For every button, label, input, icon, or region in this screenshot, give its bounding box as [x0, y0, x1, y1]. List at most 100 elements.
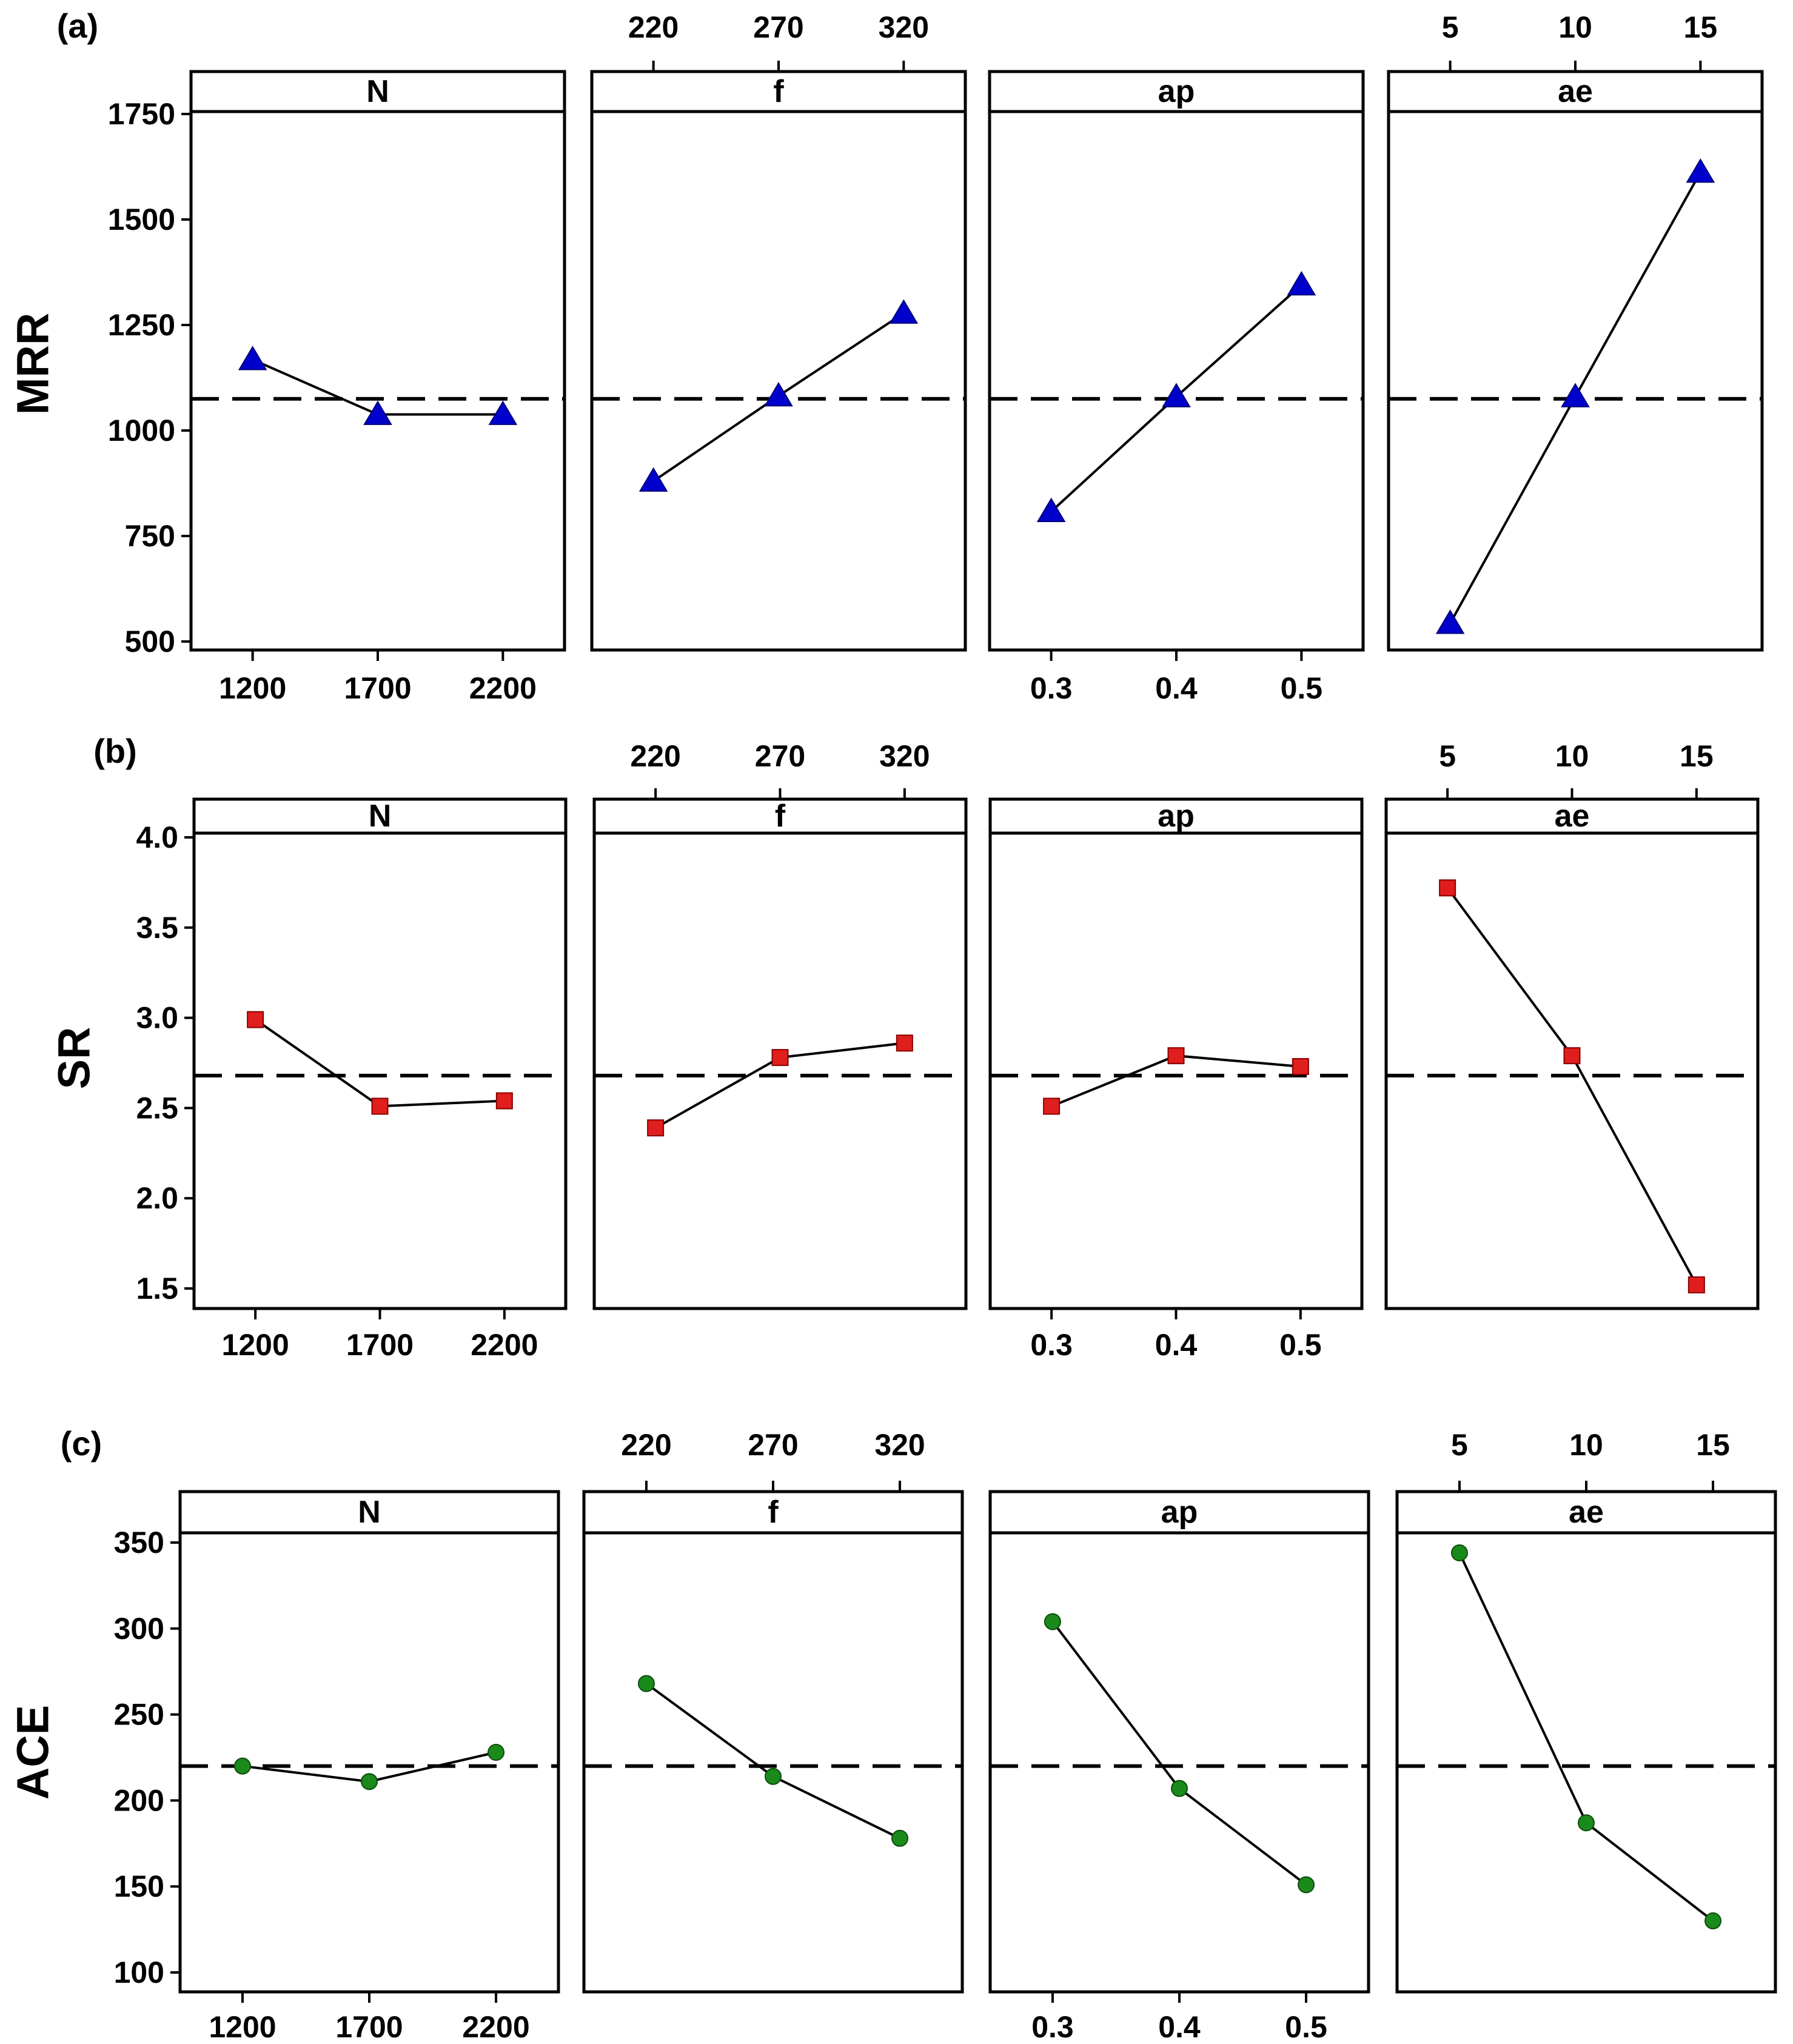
data-point — [1036, 497, 1066, 523]
x-tick-label: 320 — [879, 10, 929, 44]
panel-tag: (b) — [93, 732, 137, 770]
data-point — [247, 1011, 264, 1028]
x-tick-label: 10 — [1558, 10, 1592, 44]
x-tick-label: 320 — [879, 739, 930, 773]
facet-strip-label: f — [768, 1495, 779, 1530]
x-tick-label: 220 — [628, 10, 679, 44]
x-tick-label: 0.4 — [1158, 2010, 1201, 2044]
y-tick-label: 2.5 — [136, 1091, 178, 1125]
data-point — [1292, 1057, 1309, 1075]
data-point — [361, 1773, 378, 1791]
x-tick-label: 5 — [1442, 10, 1459, 44]
x-tick-label: 270 — [748, 1428, 798, 1462]
y-tick-label: 3.0 — [136, 1001, 178, 1035]
y-tick-label: 500 — [125, 625, 175, 658]
x-tick-label: 5 — [1451, 1428, 1468, 1462]
facet-frame — [988, 70, 1365, 652]
x-tick-label: 220 — [621, 1428, 671, 1462]
facet-strip-label: f — [775, 799, 786, 834]
x-tick-label: 1200 — [219, 671, 286, 705]
x-tick-label: 15 — [1684, 10, 1718, 44]
data-point — [1578, 1814, 1595, 1832]
y-tick-label: 4.0 — [136, 820, 178, 854]
y-axis-label: ACE — [8, 1705, 58, 1800]
chart-panel-c: (c) ACE 100 150 200 250 300 350 N 1200 1700 2200 f 22… — [8, 1424, 1777, 2044]
facet-strip-label: ae — [1558, 74, 1593, 109]
facet-ae: ae 5 10 15 — [1395, 1428, 1777, 1994]
x-tick-label: 270 — [755, 739, 805, 773]
data-point — [1686, 158, 1715, 183]
x-tick-label: 1700 — [344, 671, 411, 705]
facet-N: N 1200 1700 2200 — [189, 70, 566, 705]
facet-strip-label: ae — [1555, 799, 1590, 834]
facet-f: f 220 270 320 — [590, 10, 967, 652]
facet-N: N 1200 1700 2200 — [192, 797, 568, 1362]
y-tick-label: 100 — [114, 1955, 164, 1989]
data-point — [1439, 879, 1456, 897]
facet-strip-label: ap — [1161, 1495, 1198, 1530]
y-tick-label: 3.5 — [136, 911, 178, 945]
data-point — [1171, 1780, 1188, 1797]
x-tick-label: 0.3 — [1030, 671, 1073, 705]
x-tick-label: 0.5 — [1279, 1328, 1322, 1362]
data-point — [1450, 1544, 1468, 1562]
y-tick-label: 150 — [114, 1869, 164, 1903]
facet-ae: ae 5 10 15 — [1384, 739, 1760, 1310]
x-tick-label: 0.3 — [1030, 1328, 1073, 1362]
facet-frame — [192, 797, 568, 1310]
x-tick-label: 2200 — [469, 671, 537, 705]
data-point — [764, 381, 793, 407]
data-point — [1561, 383, 1590, 407]
data-point — [1435, 609, 1465, 634]
y-axis-label: MRR — [8, 313, 58, 415]
data-point — [1687, 1276, 1705, 1294]
x-tick-label: 15 — [1696, 1428, 1730, 1462]
series-line — [1446, 887, 1698, 1286]
facet-strip-label: N — [366, 74, 389, 109]
data-point — [896, 1034, 913, 1052]
facet-ap: ap 0.3 0.4 0.5 — [988, 797, 1364, 1362]
data-point — [371, 1097, 389, 1115]
data-point — [488, 1743, 505, 1761]
facet-strip-label: ae — [1569, 1495, 1604, 1530]
series-line — [255, 1018, 504, 1108]
panel-tag: (c) — [61, 1424, 102, 1463]
data-point — [771, 1049, 789, 1067]
data-point — [1043, 1097, 1061, 1115]
data-point — [363, 400, 392, 425]
x-tick-label: 2200 — [462, 2010, 529, 2044]
data-point — [765, 1768, 782, 1785]
data-point — [1563, 1047, 1581, 1065]
x-tick-label: 10 — [1569, 1428, 1603, 1462]
y-tick-label: 300 — [114, 1612, 164, 1646]
y-tick-label: 1750 — [108, 97, 175, 131]
data-point — [1704, 1912, 1722, 1929]
data-point — [1162, 383, 1191, 407]
data-point — [233, 1757, 251, 1775]
facet-strip-label: N — [369, 799, 392, 834]
facet-frame — [178, 1490, 560, 1994]
x-tick-label: 0.5 — [1285, 2010, 1327, 2044]
series-line — [645, 1682, 900, 1840]
facet-f: f 220 270 320 — [592, 739, 968, 1310]
y-tick-label: 1250 — [108, 308, 175, 342]
data-point — [889, 299, 919, 324]
x-tick-label: 1200 — [222, 1328, 289, 1362]
facet-frame — [1387, 70, 1764, 652]
data-point — [495, 1092, 513, 1110]
x-tick-label: 220 — [630, 739, 680, 773]
y-tick-label: 1000 — [108, 414, 175, 447]
x-tick-label: 0.4 — [1155, 1328, 1198, 1362]
facet-frame — [988, 1490, 1370, 1994]
x-tick-label: 0.4 — [1155, 671, 1198, 705]
data-point — [647, 1119, 665, 1137]
facet-f: f 220 270 320 — [582, 1428, 964, 1994]
data-point — [1298, 1876, 1315, 1894]
y-tick-label: 200 — [114, 1783, 164, 1817]
data-point — [1287, 270, 1316, 296]
facet-ae: ae 5 10 15 — [1387, 10, 1764, 652]
chart-panel-b: (b) SR 1.5 2.0 2.5 3.0 3.5 4.0 N 1200 1700 2200 f 220… — [49, 732, 1760, 1362]
y-tick-label: 350 — [114, 1526, 164, 1560]
x-tick-label: 270 — [753, 10, 803, 44]
